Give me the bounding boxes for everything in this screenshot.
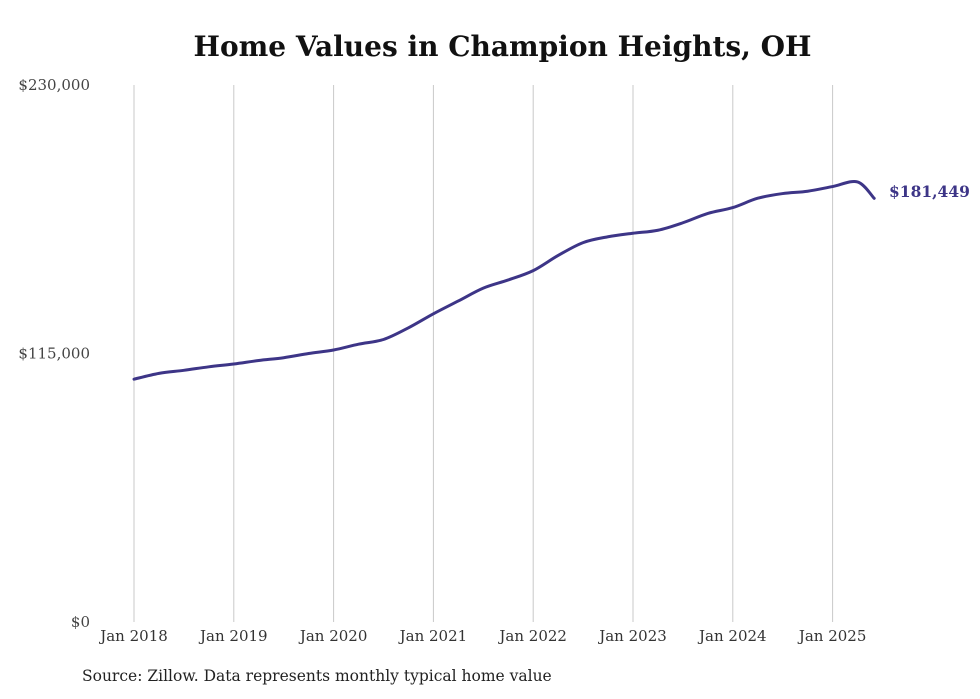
- x-tick-label: Jan 2022: [497, 627, 567, 645]
- end-value-label: $181,449: [889, 182, 970, 201]
- chart-title: Home Values in Champion Heights, OH: [193, 30, 812, 63]
- grid-lines: [133, 85, 834, 622]
- x-axis-ticks: Jan 2018 Jan 2019 Jan 2020 Jan 2021 Jan 2022…: [98, 627, 866, 645]
- x-tick-label: Jan 2021: [398, 627, 468, 645]
- y-tick-label: $230,000: [18, 76, 90, 94]
- x-tick-label: Jan 2020: [298, 627, 368, 645]
- y-axis-ticks: $0 $115,000 $230,000: [18, 76, 90, 631]
- x-tick-label: Jan 2024: [697, 627, 767, 645]
- y-tick-label: $115,000: [18, 345, 90, 363]
- x-tick-label: Jan 2025: [797, 627, 867, 645]
- home-value-line: [132, 179, 876, 381]
- y-tick-label: $0: [71, 613, 90, 631]
- series-group: [132, 179, 876, 381]
- x-tick-label: Jan 2023: [597, 627, 667, 645]
- source-note: Source: Zillow. Data represents monthly …: [82, 667, 552, 685]
- x-tick-label: Jan 2019: [198, 627, 268, 645]
- x-tick-label: Jan 2018: [98, 627, 168, 645]
